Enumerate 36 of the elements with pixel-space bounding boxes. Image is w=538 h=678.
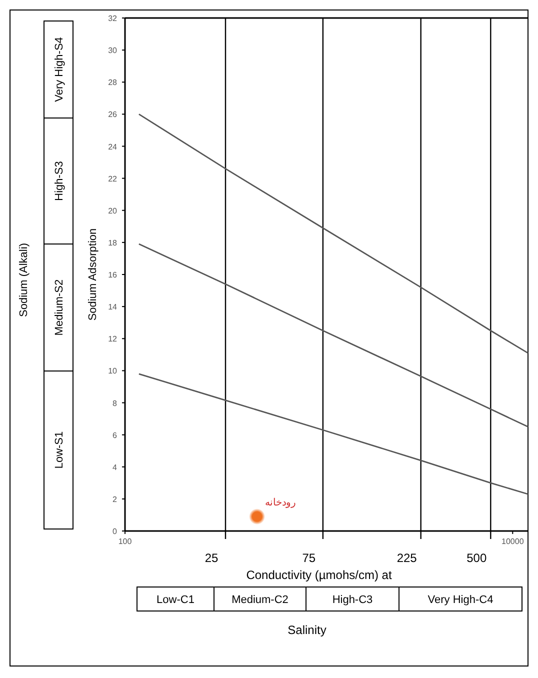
text: Medium-S2: [54, 279, 66, 336]
y-tick-label: 2: [112, 494, 118, 504]
series-label: رودخانه: [265, 498, 296, 509]
text: High-S3: [54, 161, 66, 201]
y-tick-label: 14: [108, 302, 118, 312]
text: High-C3: [332, 594, 373, 606]
y-tick-label: 8: [112, 398, 118, 408]
y-tick-label: 10: [108, 366, 118, 376]
y-tick-label: 0: [112, 527, 118, 536]
y-tick-label: 28: [108, 78, 118, 88]
text: Low-C1: [156, 594, 194, 606]
y-axis-title: Sodium Adsorption: [87, 228, 99, 321]
y-tick-label: 12: [108, 334, 118, 344]
y-tick-label: 32: [108, 14, 118, 23]
text: 225: [396, 551, 418, 565]
x-axis-title: Conductivity (µmohs/cm) at: [246, 568, 392, 582]
y-tick-label: 30: [108, 46, 118, 56]
y-tick-label: 6: [112, 430, 118, 440]
text: Salinity: [288, 623, 326, 637]
text: Sodium (Alkali): [18, 243, 30, 317]
y-tick-label: 20: [108, 206, 118, 216]
y-tick-label: 16: [108, 270, 118, 280]
y-tick-label: 4: [112, 462, 118, 472]
x-tick-label: 100: [118, 537, 132, 546]
y-tick-label: 26: [108, 110, 118, 120]
y-tick-label: 24: [108, 142, 118, 152]
x-tick-label: 10000: [502, 537, 524, 546]
text: 25: [204, 551, 218, 565]
text: Low-S1: [54, 431, 66, 469]
text: 500: [466, 551, 487, 565]
y-tick-label: 22: [108, 174, 118, 184]
text: Medium-C2: [232, 594, 288, 606]
text: 75: [302, 551, 316, 565]
text: Very High-S4: [54, 37, 66, 102]
text: Very High-C4: [428, 594, 494, 606]
y-tick-label: 18: [108, 238, 118, 248]
